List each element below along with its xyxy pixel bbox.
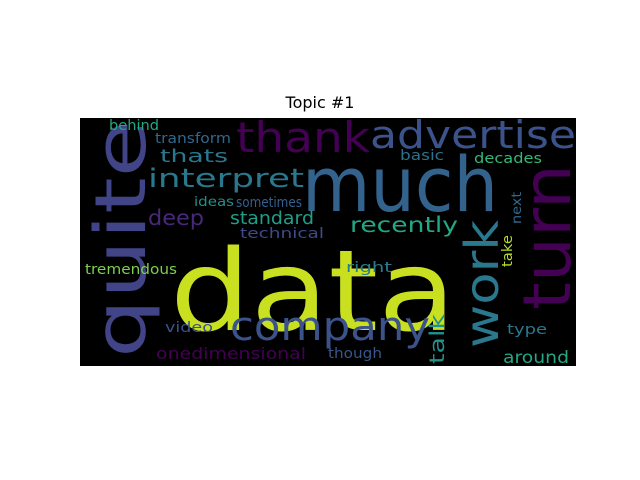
word-data: data [170, 227, 456, 357]
word-much: much [302, 140, 498, 229]
word-behind: behind [109, 118, 159, 134]
figure-title: Topic #1 [285, 93, 355, 112]
word-technical: technical [240, 226, 324, 242]
word-decades: decades [474, 151, 542, 167]
word-deep: deep [148, 206, 204, 230]
word-cloud: data much quite turn company work thank … [80, 118, 576, 366]
word-tremendous: tremendous [85, 262, 177, 278]
word-video: video [165, 320, 213, 336]
word-cloud-background [80, 118, 576, 366]
word-advertise: advertise [370, 118, 576, 157]
word-quite: quite [80, 120, 162, 358]
word-around: around [503, 348, 569, 366]
word-company: company [230, 304, 430, 350]
word-next: next [510, 192, 525, 224]
word-thats: thats [160, 146, 228, 167]
word-cloud-canvas: data much quite turn company work thank … [80, 118, 576, 366]
word-interpret: interpret [148, 164, 304, 194]
word-transform: transform [155, 131, 231, 147]
word-work: work [455, 220, 509, 348]
word-onedimensional: onedimensional [156, 344, 306, 363]
word-thank: thank [236, 118, 371, 162]
word-sometimes: sometimes [236, 195, 302, 211]
word-type: type [507, 322, 547, 338]
word-standard: standard [230, 208, 314, 229]
word-ideas: ideas [194, 195, 234, 210]
word-basic: basic [400, 148, 444, 164]
word-recently: recently [350, 213, 458, 237]
word-turn: turn [509, 164, 576, 310]
word-take: take [500, 235, 516, 267]
word-right: right [346, 260, 393, 276]
word-though: though [328, 346, 382, 362]
word-talk: talk [425, 313, 449, 364]
